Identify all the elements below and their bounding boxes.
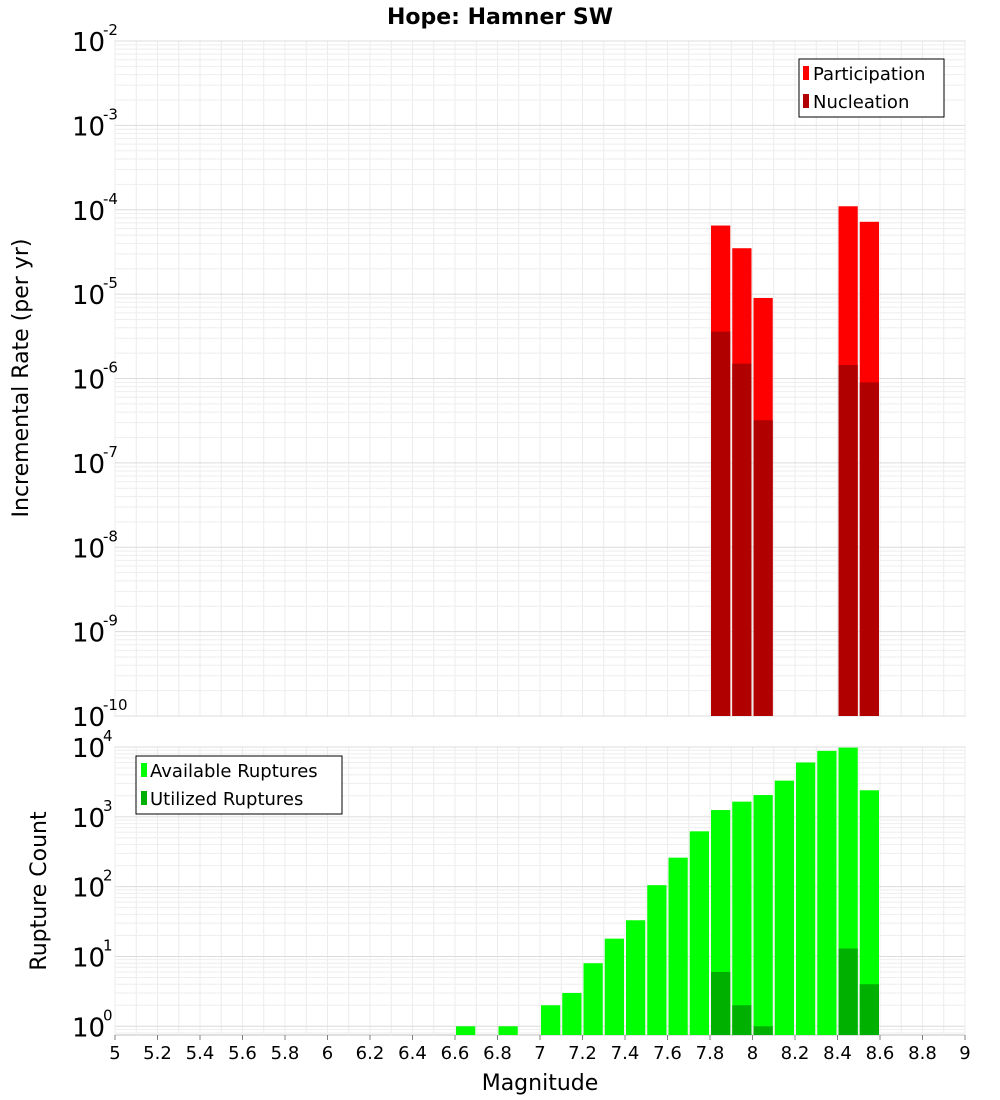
bottom-grid bbox=[114, 746, 966, 1035]
bottom-y-tick-label: 10 bbox=[72, 734, 105, 764]
bottom-legend: Available Ruptures Utilized Ruptures bbox=[135, 755, 343, 815]
top-y-tick-label: 10 bbox=[72, 112, 105, 142]
top-y-tick-label: 10 bbox=[72, 534, 105, 564]
x-tick-label: 7.8 bbox=[696, 1043, 725, 1064]
bottom-bar-available-ruptures bbox=[498, 1026, 518, 1035]
bottom-bar-utilized-ruptures bbox=[711, 971, 731, 1035]
x-tick-label: 7.6 bbox=[653, 1043, 682, 1064]
bottom-y-tick-label: 10 bbox=[72, 943, 105, 973]
top-y-tick-label: 10 bbox=[72, 703, 105, 733]
legend-swatch-nucleation bbox=[803, 94, 809, 108]
bottom-y-tick-exponent: 3 bbox=[103, 797, 113, 815]
top-y-tick-exponent: -8 bbox=[103, 527, 118, 545]
x-tick-label: 5.4 bbox=[186, 1043, 215, 1064]
top-y-tick-exponent: -6 bbox=[103, 359, 118, 377]
x-tick-label: 6.8 bbox=[483, 1043, 512, 1064]
bottom-bar-available-ruptures bbox=[817, 750, 837, 1035]
bottom-bar-available-ruptures bbox=[753, 795, 773, 1035]
top-y-tick-exponent: -3 bbox=[103, 105, 118, 123]
x-tick-label: 5.8 bbox=[271, 1043, 300, 1064]
top-legend: Participation Nucleation bbox=[798, 58, 945, 118]
bottom-bar-available-ruptures bbox=[774, 780, 794, 1035]
x-tick-label: 6.2 bbox=[356, 1043, 385, 1064]
top-grid bbox=[114, 40, 966, 717]
legend-swatch-available bbox=[141, 763, 147, 777]
top-bar-nucleation bbox=[859, 382, 879, 716]
x-tick-label: 5.6 bbox=[228, 1043, 257, 1064]
top-bars bbox=[711, 206, 879, 717]
bottom-bar-available-ruptures bbox=[859, 790, 879, 1035]
bottom-bars bbox=[456, 747, 879, 1035]
x-tick-label: 5.2 bbox=[143, 1043, 172, 1064]
legend-label-utilized: Utilized Ruptures bbox=[150, 789, 303, 810]
top-y-tick-exponent: -9 bbox=[103, 612, 118, 630]
x-tick-label: 5 bbox=[109, 1043, 120, 1064]
top-y-tick-label: 10 bbox=[72, 281, 105, 311]
x-tick-label: 7.4 bbox=[611, 1043, 640, 1064]
bottom-bar-available-ruptures bbox=[456, 1026, 476, 1035]
bottom-y-tick-exponent: 2 bbox=[103, 867, 113, 885]
bottom-y-tick-exponent: 0 bbox=[103, 1006, 113, 1024]
x-tick-label: 8 bbox=[747, 1043, 758, 1064]
top-bar-nucleation bbox=[732, 363, 752, 716]
x-tick-label: 8.4 bbox=[823, 1043, 852, 1064]
top-bar-nucleation bbox=[753, 420, 773, 716]
bottom-y-tick-exponent: 1 bbox=[103, 936, 113, 954]
top-bar-nucleation bbox=[711, 331, 731, 716]
top-y-tick-label: 10 bbox=[72, 197, 105, 227]
bottom-bar-available-ruptures bbox=[604, 938, 624, 1035]
top-y-tick-exponent: -2 bbox=[103, 21, 118, 39]
bottom-bar-utilized-ruptures bbox=[753, 1026, 773, 1035]
bottom-bar-available-ruptures bbox=[647, 885, 667, 1035]
bottom-y-tick-label: 10 bbox=[72, 804, 105, 834]
x-tick-label: 7.2 bbox=[568, 1043, 597, 1064]
x-tick-label: 6.6 bbox=[441, 1043, 470, 1064]
x-tick-label: 7 bbox=[534, 1043, 545, 1064]
bottom-bar-available-ruptures bbox=[796, 762, 816, 1035]
bottom-bar-available-ruptures bbox=[562, 992, 582, 1035]
top-y-tick-exponent: -4 bbox=[103, 190, 118, 208]
legend-label-available: Available Ruptures bbox=[150, 761, 318, 782]
top-y-tick-exponent: -10 bbox=[103, 696, 128, 714]
x-ticks: 5 5.2 5.4 5.6 5.8 6 6.2 6.4 6.6 6.8 7 7.2 7.4 7.6 7.8 8… bbox=[109, 1035, 971, 1064]
x-tick-label: 8.2 bbox=[781, 1043, 810, 1064]
x-tick-label: 8.8 bbox=[908, 1043, 937, 1064]
x-tick-label: 6.4 bbox=[398, 1043, 427, 1064]
bottom-bar-available-ruptures bbox=[541, 1005, 561, 1035]
bottom-bar-utilized-ruptures bbox=[732, 1005, 752, 1035]
legend-label-participation: Participation bbox=[813, 64, 925, 85]
bottom-bar-utilized-ruptures bbox=[859, 984, 879, 1035]
legend-swatch-participation bbox=[803, 66, 809, 80]
x-tick-label: 9 bbox=[959, 1043, 970, 1064]
top-y-tick-label: 10 bbox=[72, 366, 105, 396]
bottom-bar-available-ruptures bbox=[668, 857, 688, 1035]
top-y-tick-exponent: -5 bbox=[103, 274, 118, 292]
x-tick-label: 6 bbox=[322, 1043, 333, 1064]
bottom-y-tick-exponent: 4 bbox=[103, 727, 113, 745]
bottom-y-axis-label: Rupture Count bbox=[27, 811, 52, 971]
top-y-tick-label: 10 bbox=[72, 619, 105, 649]
x-tick-label: 8.6 bbox=[866, 1043, 895, 1064]
bottom-bar-utilized-ruptures bbox=[838, 948, 858, 1035]
chart-title: Hope: Hamner SW bbox=[387, 5, 613, 30]
bottom-bar-available-ruptures bbox=[732, 801, 752, 1035]
top-y-tick-label: 10 bbox=[72, 450, 105, 480]
legend-label-nucleation: Nucleation bbox=[813, 92, 909, 113]
bottom-y-tick-label: 10 bbox=[72, 1013, 105, 1043]
top-y-tick-exponent: -7 bbox=[103, 443, 118, 461]
bottom-y-tick-label: 10 bbox=[72, 874, 105, 904]
legend-swatch-utilized bbox=[141, 791, 147, 805]
bottom-bar-available-ruptures bbox=[626, 920, 646, 1035]
top-bar-nucleation bbox=[838, 364, 858, 716]
x-axis-label: Magnitude bbox=[482, 1071, 599, 1096]
bottom-bar-available-ruptures bbox=[583, 963, 603, 1035]
top-y-tick-label: 10 bbox=[72, 28, 105, 58]
top-y-axis-label: Incremental Rate (per yr) bbox=[9, 239, 34, 518]
bottom-bar-available-ruptures bbox=[689, 831, 709, 1035]
